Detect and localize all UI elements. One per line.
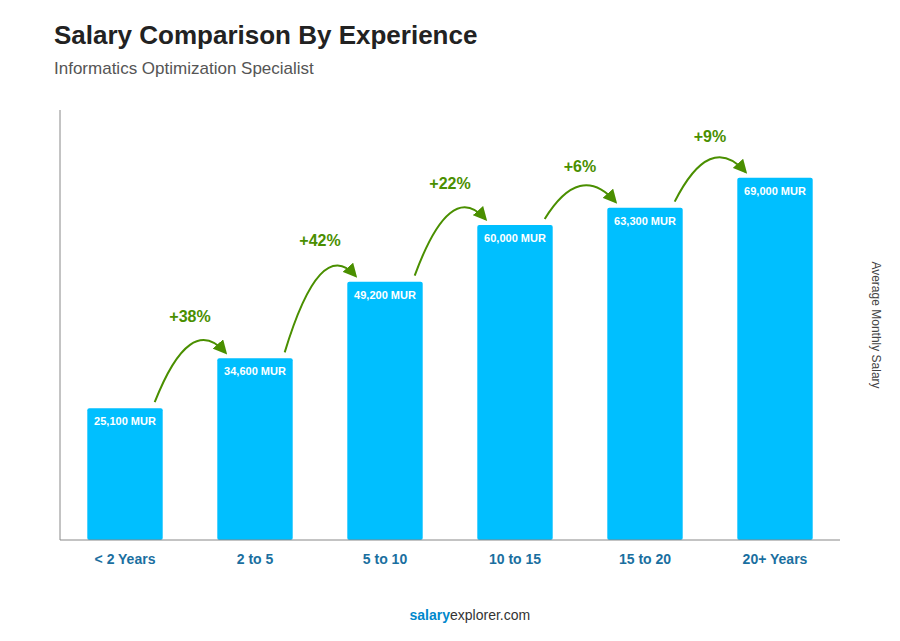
bar [217, 358, 292, 540]
x-tick-label: 15 to 20 [619, 551, 671, 567]
change-arrow [415, 207, 486, 275]
data-label: 60,000 MUR [484, 232, 546, 244]
x-tick-label: 5 to 10 [363, 551, 408, 567]
title: Salary Comparison By Experience [54, 20, 477, 50]
data-label: 49,200 MUR [354, 289, 416, 301]
bars [87, 178, 812, 540]
x-tick-label: 2 to 5 [237, 551, 274, 567]
chart-svg: Salary Comparison By Experience Informati… [0, 0, 900, 641]
x-tick-label: < 2 Years [95, 551, 156, 567]
y-label: Average Monthly Salary [869, 261, 883, 388]
data-label: 63,300 MUR [614, 215, 676, 227]
bar [607, 208, 682, 540]
data-label: 25,100 MUR [94, 415, 156, 427]
change-arrow [675, 157, 746, 201]
x-axis-line [60, 540, 840, 541]
x-tick-label: 20+ Years [743, 551, 808, 567]
change-arrow [285, 265, 356, 352]
y-axis-line [60, 110, 61, 540]
data-label: 34,600 MUR [224, 365, 286, 377]
footer: explorer.com [450, 607, 530, 623]
change-arrow [545, 185, 616, 219]
subtitle: Informatics Optimization Specialist [54, 59, 314, 78]
change-label: +42% [299, 232, 340, 249]
change-label: +6% [564, 158, 596, 175]
x-tick-label: 10 to 15 [489, 551, 541, 567]
bar [477, 225, 552, 540]
change-label: +38% [169, 308, 210, 325]
bar [347, 282, 422, 540]
change-label: +22% [429, 175, 470, 192]
bar [737, 178, 812, 540]
footer: salary [410, 607, 451, 623]
change-label: +9% [694, 128, 726, 145]
bar [87, 408, 162, 540]
change-arrow [155, 340, 226, 402]
chart-root: Salary Comparison By Experience Informati… [0, 0, 900, 641]
data-label: 69,000 MUR [744, 185, 806, 197]
